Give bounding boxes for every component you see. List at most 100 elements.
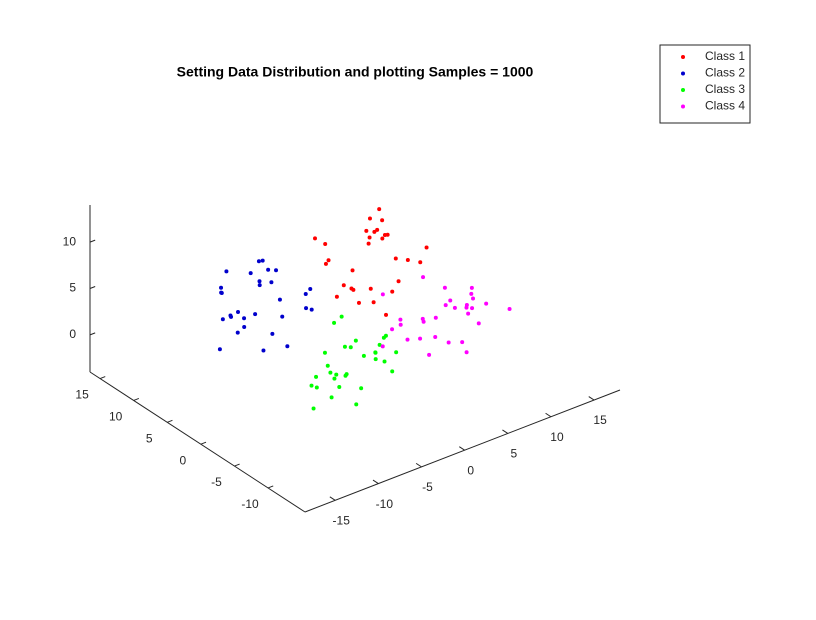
- point: [266, 267, 271, 272]
- point: [484, 301, 489, 306]
- point: [337, 385, 342, 390]
- y-tick-label: -10: [241, 497, 259, 511]
- point: [217, 347, 222, 352]
- point: [313, 236, 318, 241]
- point: [443, 303, 448, 308]
- point: [354, 402, 359, 407]
- z-tick-label: 10: [63, 234, 77, 248]
- point: [332, 376, 337, 381]
- y-tick-label: 15: [75, 388, 89, 402]
- z-tick: [89, 239, 96, 243]
- x-tick: [372, 479, 379, 485]
- point: [334, 294, 339, 299]
- point: [261, 348, 266, 353]
- point: [350, 268, 355, 273]
- point: [356, 300, 361, 305]
- point: [373, 350, 378, 355]
- y-tick-label: 0: [180, 453, 187, 467]
- point: [328, 370, 333, 375]
- x-tick-label: -5: [422, 480, 433, 494]
- point: [367, 235, 372, 240]
- point: [314, 374, 319, 379]
- point: [469, 285, 474, 290]
- y-tick: [267, 485, 274, 489]
- point: [377, 342, 382, 347]
- y-tick-label: 10: [109, 410, 123, 424]
- legend-marker: [681, 104, 685, 109]
- point: [427, 352, 432, 357]
- point: [235, 330, 240, 335]
- point: [448, 298, 453, 303]
- point: [380, 236, 385, 241]
- z-tick: [89, 286, 96, 289]
- point: [274, 268, 279, 273]
- point: [309, 383, 314, 388]
- point: [332, 320, 337, 325]
- point: [373, 357, 378, 362]
- y-axis: [89, 371, 306, 513]
- point: [380, 218, 385, 223]
- point: [342, 344, 347, 349]
- x-tick-label: -15: [333, 513, 351, 527]
- y-tick: [133, 397, 140, 401]
- point: [351, 287, 356, 292]
- point: [396, 279, 401, 284]
- point: [476, 321, 481, 326]
- point: [361, 353, 366, 358]
- x-tick-label: 10: [550, 430, 564, 444]
- point: [343, 373, 348, 378]
- point: [507, 306, 512, 311]
- point: [323, 241, 328, 246]
- legend-label: Class 1: [705, 49, 745, 63]
- x-tick-label: -10: [376, 497, 394, 511]
- z-tick: [89, 332, 96, 336]
- point: [421, 275, 426, 280]
- point: [334, 372, 339, 377]
- x-tick-label: 0: [467, 463, 474, 477]
- point: [224, 269, 229, 274]
- point: [382, 233, 387, 238]
- x-tick: [329, 496, 336, 501]
- point: [325, 363, 330, 368]
- point: [269, 280, 274, 285]
- point: [452, 305, 457, 310]
- point: [446, 340, 451, 345]
- point: [236, 310, 241, 315]
- point: [390, 369, 395, 374]
- point: [393, 256, 398, 261]
- point: [323, 261, 328, 266]
- point: [375, 227, 380, 232]
- point: [464, 350, 469, 355]
- point: [390, 289, 395, 294]
- point: [280, 314, 285, 319]
- y-tick-label: -5: [211, 475, 222, 489]
- y-tick: [234, 463, 240, 467]
- point: [326, 258, 331, 263]
- point: [398, 317, 403, 322]
- point: [433, 315, 438, 320]
- point: [303, 292, 308, 297]
- point: [339, 314, 344, 319]
- point: [368, 286, 373, 291]
- z-tick-label: 0: [69, 327, 76, 341]
- point: [470, 306, 475, 311]
- point: [253, 312, 258, 317]
- y-tick: [99, 376, 106, 380]
- point: [341, 283, 346, 288]
- point: [219, 285, 224, 290]
- point: [270, 331, 275, 336]
- point: [257, 279, 262, 284]
- point: [405, 258, 410, 263]
- legend-marker: [681, 71, 685, 76]
- point: [220, 317, 225, 322]
- point: [371, 300, 376, 305]
- x-tick: [545, 412, 552, 418]
- point: [260, 258, 265, 263]
- point: [366, 241, 371, 246]
- point: [372, 229, 377, 234]
- x-tick: [415, 462, 422, 468]
- point: [466, 311, 471, 316]
- chart-title: Setting Data Distribution and plotting S…: [177, 64, 534, 80]
- point: [285, 344, 290, 349]
